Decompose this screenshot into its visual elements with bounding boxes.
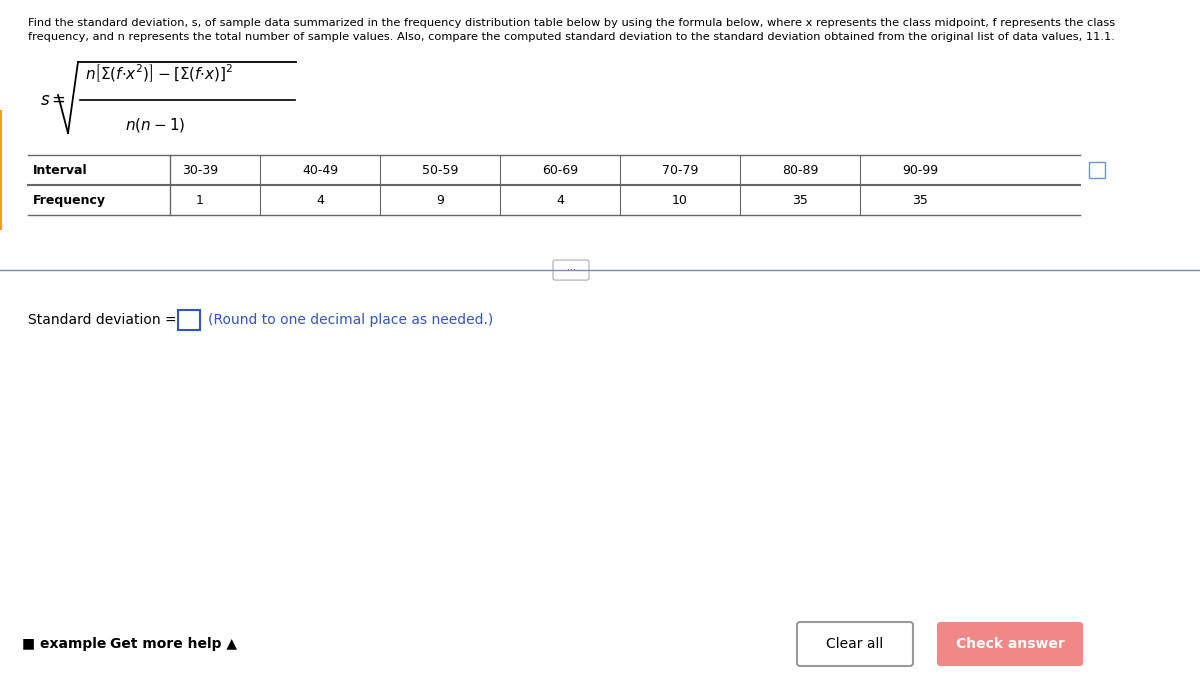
Text: 70-79: 70-79	[662, 163, 698, 176]
Text: Find the standard deviation, s, of sample data summarized in the frequency distr: Find the standard deviation, s, of sampl…	[28, 18, 1115, 28]
Text: 50-59: 50-59	[422, 163, 458, 176]
Text: ···: ···	[566, 265, 576, 275]
Text: frequency, and n represents the total number of sample values. Also, compare the: frequency, and n represents the total nu…	[28, 32, 1115, 42]
FancyBboxPatch shape	[553, 260, 589, 280]
Text: (Round to one decimal place as needed.): (Round to one decimal place as needed.)	[208, 313, 493, 327]
Text: 10: 10	[672, 193, 688, 207]
Text: ■ example: ■ example	[22, 637, 107, 651]
FancyBboxPatch shape	[0, 110, 2, 230]
FancyBboxPatch shape	[1090, 162, 1105, 178]
Text: $s=$: $s=$	[40, 91, 66, 109]
Text: Get more help ▲: Get more help ▲	[110, 637, 238, 651]
Text: 30-39: 30-39	[182, 163, 218, 176]
Text: 4: 4	[316, 193, 324, 207]
FancyBboxPatch shape	[797, 622, 913, 666]
Text: 90-99: 90-99	[902, 163, 938, 176]
Text: $n(n-1)$: $n(n-1)$	[125, 116, 185, 134]
Text: Frequency: Frequency	[34, 193, 106, 207]
FancyBboxPatch shape	[937, 622, 1084, 666]
Text: Clear all: Clear all	[827, 637, 883, 651]
Text: Interval: Interval	[34, 163, 88, 176]
Text: 60-69: 60-69	[542, 163, 578, 176]
Text: Check answer: Check answer	[955, 637, 1064, 651]
Text: 35: 35	[912, 193, 928, 207]
Text: 40-49: 40-49	[302, 163, 338, 176]
Text: 4: 4	[556, 193, 564, 207]
Text: 80-89: 80-89	[782, 163, 818, 176]
Text: 35: 35	[792, 193, 808, 207]
Text: $n\left[\Sigma(f{\cdot}x^2)\right]-\left[\Sigma(f{\cdot}x)\right]^2$: $n\left[\Sigma(f{\cdot}x^2)\right]-\left…	[85, 62, 234, 84]
Text: 9: 9	[436, 193, 444, 207]
Text: Standard deviation =: Standard deviation =	[28, 313, 181, 327]
Text: 1: 1	[196, 193, 204, 207]
FancyBboxPatch shape	[178, 310, 200, 330]
